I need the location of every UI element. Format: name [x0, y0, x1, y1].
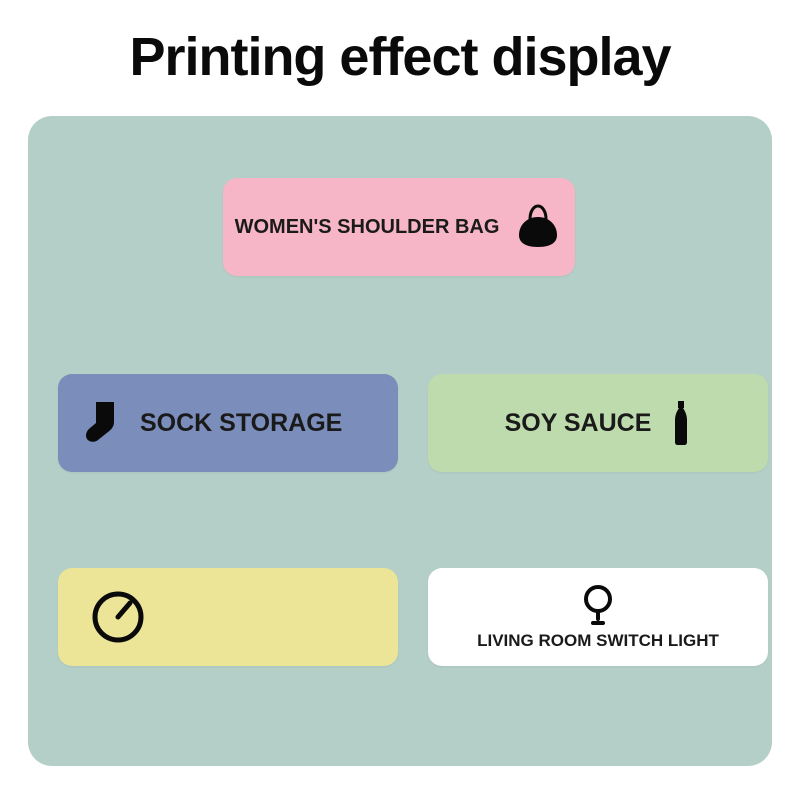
- label-light: LIVING ROOM SWITCH LIGHT: [428, 568, 768, 666]
- label-soy: SOY SAUCE: [428, 374, 768, 472]
- gauge-icon: [90, 589, 146, 645]
- lightbulb-icon: [580, 583, 616, 627]
- label-bag: WOMEN'S SHOULDER BAG: [223, 178, 575, 276]
- label-soy-text: SOY SAUCE: [505, 409, 652, 438]
- page-title: Printing effect display: [0, 0, 800, 88]
- label-sock: SOCK STORAGE: [58, 374, 398, 472]
- sock-icon: [82, 398, 122, 448]
- bottle-icon: [671, 398, 691, 448]
- label-gauge: [58, 568, 398, 666]
- handbag-icon: [513, 203, 563, 251]
- label-light-text: LIVING ROOM SWITCH LIGHT: [477, 631, 719, 651]
- display-panel: WOMEN'S SHOULDER BAG SOCK STORAGE SOY SA…: [28, 116, 772, 766]
- label-sock-text: SOCK STORAGE: [140, 409, 342, 438]
- label-bag-text: WOMEN'S SHOULDER BAG: [235, 216, 500, 239]
